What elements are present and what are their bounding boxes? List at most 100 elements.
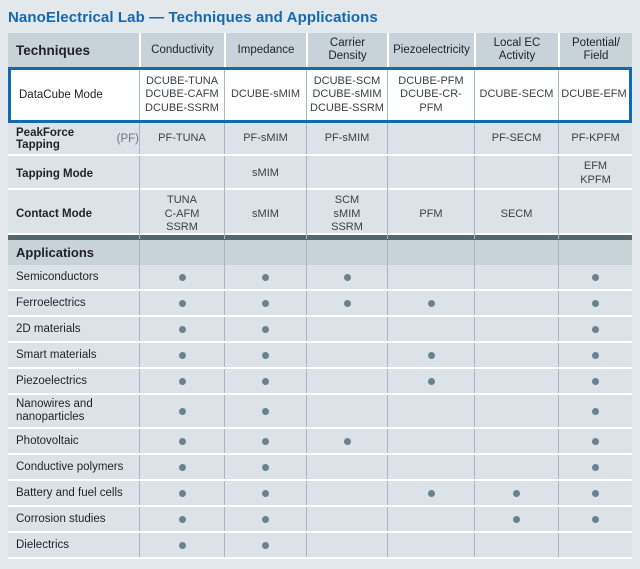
technique-cell — [306, 156, 387, 191]
dot-cell — [306, 369, 387, 393]
dot-cell — [224, 343, 306, 367]
presence-dot — [343, 299, 351, 307]
technique-cell-line: PFM — [419, 207, 443, 220]
technique-cell-line: SCM — [334, 194, 360, 206]
dot-cell — [558, 533, 632, 557]
dot-cell — [387, 369, 474, 393]
dot-cell — [474, 455, 558, 479]
presence-dot — [178, 325, 186, 333]
technique-cell: DCUBE-TUNA DCUBE-CAFM DCUBE-SSRM — [139, 70, 224, 120]
presence-dot — [178, 541, 186, 549]
dot-cell — [474, 481, 558, 505]
application-row: 2D materials — [8, 317, 632, 343]
dot-cell — [558, 507, 632, 531]
presence-dot — [343, 273, 351, 281]
presence-dot — [178, 407, 186, 415]
presence-dot — [262, 377, 269, 385]
technique-label-text: PeakForce Tapping — [16, 126, 75, 151]
dot-cell — [139, 429, 224, 453]
application-row-label: Piezoelectrics — [16, 374, 87, 387]
presence-dot — [178, 437, 186, 445]
technique-row: PeakForce Tapping (PF) PF-TUNA PF-sMIM PF-sM… — [8, 123, 632, 156]
presence-dot — [592, 489, 599, 497]
dot-cell — [474, 507, 558, 531]
dot-cell — [558, 369, 632, 393]
dot-cell — [387, 507, 474, 531]
presence-dot — [592, 437, 599, 445]
dot-cell — [387, 291, 474, 315]
dot-cell — [224, 317, 306, 341]
application-row: Semiconductors — [8, 265, 632, 291]
technique-row-label: Contact Mode — [8, 190, 139, 239]
dot-cell — [306, 429, 387, 453]
dot-cell — [139, 481, 224, 505]
section-divider-bar — [8, 235, 632, 240]
dot-cell — [474, 369, 558, 393]
column-header-cell: Piezoelectricity — [387, 33, 474, 67]
technique-cell: SECM — [474, 190, 558, 239]
presence-dot — [427, 299, 435, 307]
dot-cell — [387, 343, 474, 367]
application-row-label: Nanowires and nanoparticles — [16, 398, 93, 423]
dot-cell — [306, 317, 387, 341]
dot-cell — [387, 455, 474, 479]
dot-cell — [558, 265, 632, 289]
techniques-section: DataCube Mode DCUBE-TUNA DCUBE-CAFM DCUBE-S… — [8, 67, 632, 239]
applications-header-spacer — [139, 240, 224, 265]
technique-cell: DCUBE-PFM DCUBE-CR-PFM — [387, 70, 474, 120]
dot-cell — [139, 455, 224, 479]
dot-cell — [387, 533, 474, 557]
technique-cell-line: PF-SECM — [491, 131, 542, 144]
dot-cell — [474, 429, 558, 453]
technique-cell-line: PF-KPFM — [571, 131, 620, 144]
applications-section-title: Applications — [16, 245, 95, 260]
column-header-cell: Impedance — [224, 33, 306, 67]
dot-cell — [139, 395, 224, 427]
presence-dot — [262, 407, 269, 415]
technique-row-label: PeakForce Tapping (PF) — [8, 123, 139, 154]
dot-cell — [139, 291, 224, 315]
technique-cell-line: DCUBE-SSRM — [310, 101, 384, 114]
technique-cell-line: KPFM — [580, 173, 611, 186]
dot-cell — [224, 481, 306, 505]
application-row: Piezoelectrics — [8, 369, 632, 395]
technique-cell-line: DCUBE-PFM — [398, 74, 464, 87]
applications-header-spacer — [306, 240, 387, 265]
presence-dot — [592, 299, 599, 307]
technique-cell: PF-sMIM — [224, 123, 306, 154]
technique-row: Contact Mode TUNA C-AFM SSRM sMIM SCM sMIM SSRM… — [8, 190, 632, 239]
dot-cell — [474, 395, 558, 427]
dot-cell — [224, 265, 306, 289]
presence-dot — [262, 515, 269, 523]
presence-dot — [178, 515, 186, 523]
dot-cell — [558, 429, 632, 453]
dot-cell — [306, 507, 387, 531]
dot-cell — [306, 481, 387, 505]
technique-cell: DCUBE-SECM — [474, 70, 558, 120]
column-header-cell: Conductivity — [139, 33, 224, 67]
presence-dot — [592, 325, 599, 333]
dot-cell — [306, 265, 387, 289]
presence-dot — [513, 489, 520, 497]
technique-row: Tapping Mode sMIM EFM KPFM — [8, 156, 632, 191]
presence-dot — [592, 515, 599, 523]
application-row-label: Corrosion studies — [16, 512, 106, 525]
technique-label-text: DataCube Mode — [19, 89, 103, 101]
technique-cell-line: sMIM — [252, 166, 279, 179]
presence-dot — [262, 325, 269, 333]
technique-label-text: Tapping Mode — [16, 167, 94, 180]
dot-cell — [306, 455, 387, 479]
dot-cell — [139, 265, 224, 289]
dot-cell — [558, 455, 632, 479]
application-row: Smart materials — [8, 343, 632, 369]
dot-cell — [139, 533, 224, 557]
technique-cell: PF-SECM — [474, 123, 558, 154]
presence-dot — [262, 463, 269, 471]
technique-row: DataCube Mode DCUBE-TUNA DCUBE-CAFM DCUBE-S… — [11, 70, 629, 120]
column-header-cell: Carrier Density — [306, 33, 387, 67]
dot-cell — [139, 507, 224, 531]
technique-cell-line: SECM — [500, 207, 533, 220]
technique-cell: SCM sMIM SSRM — [306, 190, 387, 239]
technique-cell — [474, 156, 558, 191]
presence-dot — [427, 351, 435, 359]
